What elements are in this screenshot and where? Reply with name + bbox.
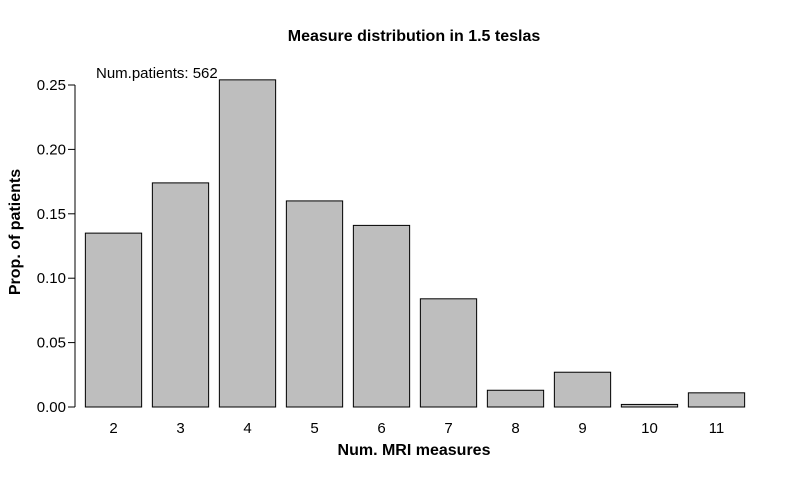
x-tick-label: 5 [310,420,318,437]
patient-count-annotation: Num.patients: 562 [96,65,218,82]
bar-8 [486,389,545,408]
y-tick-label: 0.00 [37,399,66,416]
x-tick-label: 7 [444,420,452,437]
x-tick-label: 3 [176,420,184,437]
bar-11 [687,392,746,408]
y-axis: 0.00 0.05 0.10 0.15 0.20 0.25 [37,77,76,416]
x-tick-label: 9 [578,420,586,437]
y-tick-label: 0.25 [37,77,66,94]
y-tick-label: 0.20 [37,141,66,158]
x-tick-label: 8 [511,420,519,437]
x-axis-title: Num. MRI measures [338,442,491,459]
bar-2 [84,232,143,408]
bar-5 [285,200,344,408]
bars-group [84,79,746,408]
bar-3 [151,182,210,408]
bar-9 [553,371,612,408]
x-tick-label: 10 [641,420,658,437]
x-tick-label: 2 [109,420,117,437]
bar-10 [620,403,679,408]
x-tick-label: 4 [243,420,251,437]
y-axis-title: Prop. of patients [7,169,24,295]
y-tick-label: 0.05 [37,335,66,352]
y-tick-label: 0.10 [37,270,66,287]
y-tick-label: 0.15 [37,206,66,223]
bar-6 [352,224,411,408]
chart-title: Measure distribution in 1.5 teslas [288,28,541,45]
x-tick-labels: 2 3 4 5 6 7 8 9 10 11 [109,420,724,437]
x-tick-label: 6 [377,420,385,437]
bar-7 [419,298,478,408]
bar-4 [218,79,277,408]
x-tick-label: 11 [709,420,725,437]
